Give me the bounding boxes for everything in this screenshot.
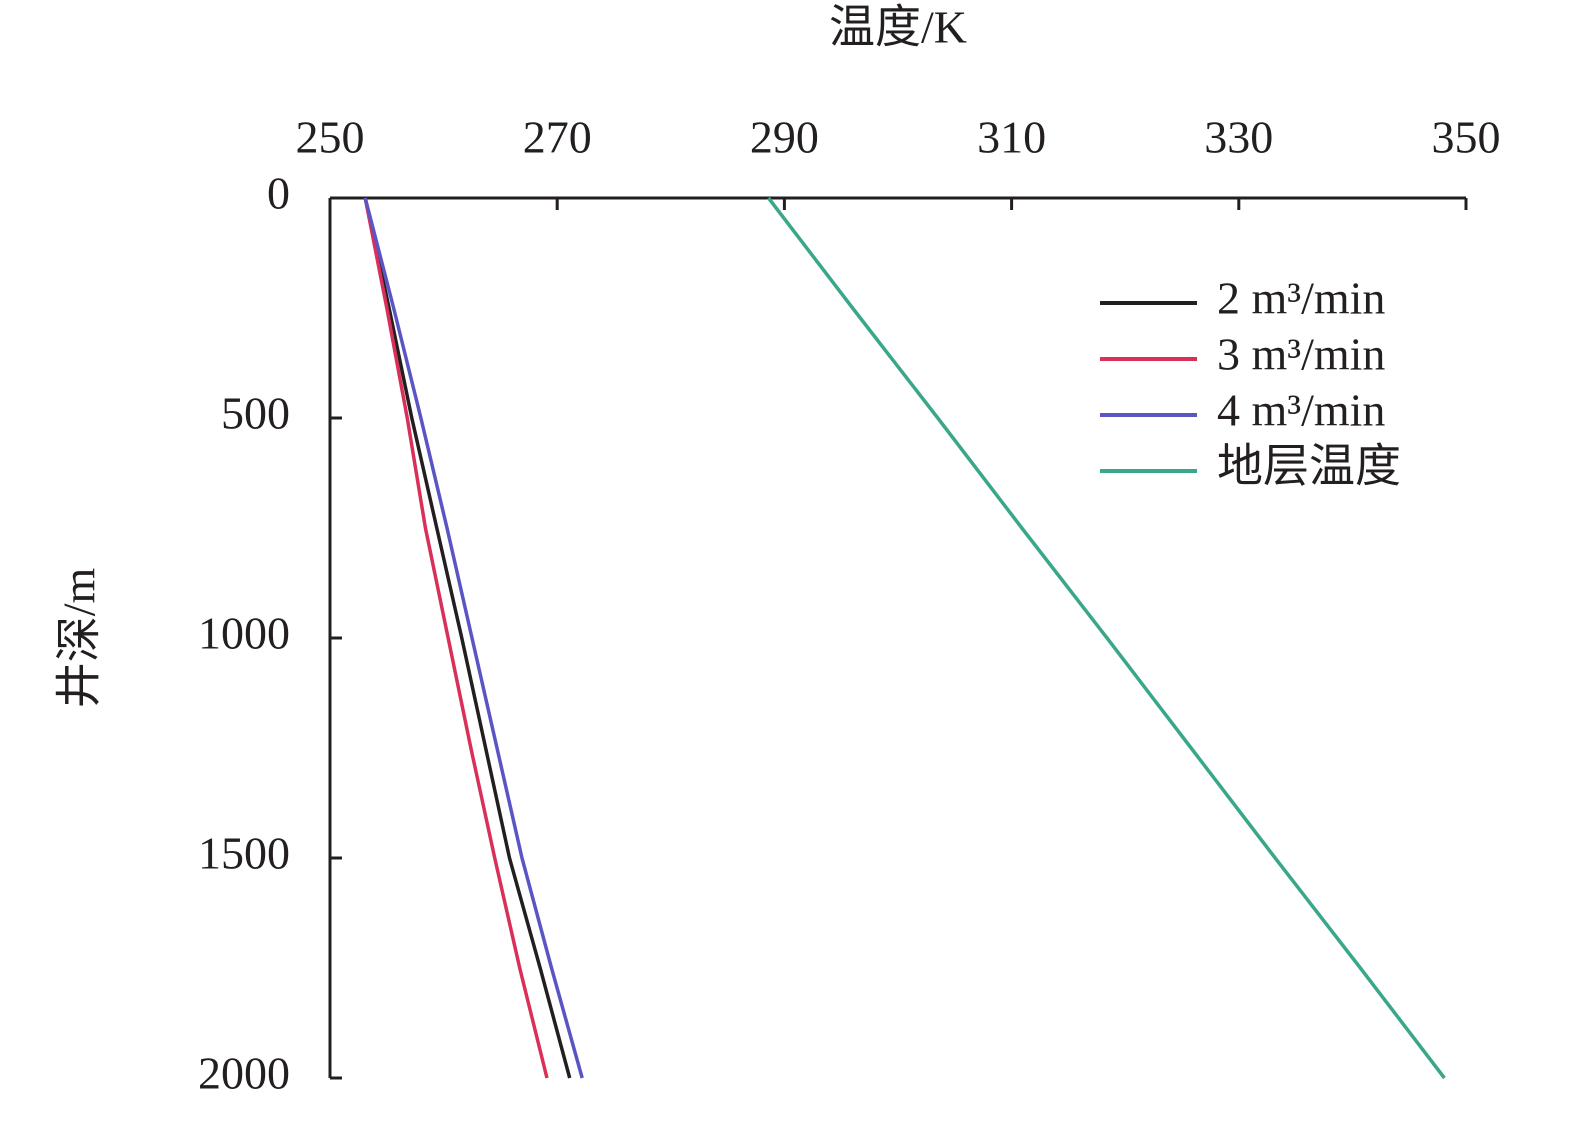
y-tick-label: 500	[221, 388, 290, 439]
y-tick-label: 2000	[198, 1048, 290, 1099]
legend-label: 地层温度	[1217, 441, 1401, 492]
legend-label: 4 m³/min	[1217, 385, 1385, 436]
x-tick-label: 330	[1204, 112, 1273, 163]
x-tick-label: 270	[523, 112, 592, 163]
y-tick-label: 0	[267, 168, 290, 219]
series-line	[363, 197, 549, 1079]
y-axis-title: 井深/m	[54, 568, 105, 709]
y-tick-label: 1000	[198, 608, 290, 659]
series-line	[363, 197, 572, 1079]
series-line	[767, 196, 1446, 1080]
legend-label: 3 m³/min	[1217, 329, 1385, 380]
series-line	[363, 197, 584, 1079]
x-tick-label: 250	[296, 112, 365, 163]
x-tick-label: 350	[1432, 112, 1501, 163]
legend-label: 2 m³/min	[1217, 273, 1385, 324]
x-tick-label: 290	[750, 112, 819, 163]
x-axis-title: 温度/K	[829, 2, 967, 53]
y-tick-label: 1500	[198, 828, 290, 879]
x-tick-label: 310	[977, 112, 1046, 163]
